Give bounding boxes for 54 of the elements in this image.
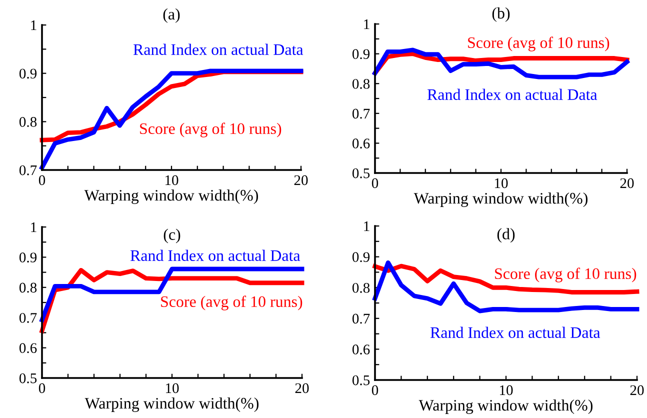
x-axis-title: Warping window width(%) [414,192,588,208]
x-tick-label: 10 [494,178,508,188]
chart-title: (a) [163,8,180,23]
series-label: Rand Index on actual Data [133,44,304,55]
x-tick-label: 20 [620,178,634,188]
y-tick-label: 0.9 [352,49,370,60]
line-series [372,260,640,314]
x-tick-label: 20 [294,175,308,186]
x-tick-label: 10 [165,175,178,186]
x-tick-label: 0 [372,178,378,188]
y-tick-label: 0.9 [19,68,37,79]
line-series [40,266,304,322]
series-label: Score (avg of 10 runs) [495,268,636,282]
series-label: Rand Index on actual Data [430,326,600,338]
y-tick-label: 0.8 [352,282,370,293]
y-tick-label: 0.8 [19,282,37,293]
series-label: Score (avg of 10 runs) [161,296,302,310]
x-tick-label: 10 [500,385,513,396]
y-tick-label: 1 [364,19,370,30]
y-tick-label: 0.7 [19,312,37,323]
y-tick-label: 0.7 [352,314,370,324]
y-tick-label: 0.6 [352,138,370,148]
x-tick-label: 10 [166,383,179,394]
line-series [40,268,304,334]
x-tick-label: 0 [372,385,378,396]
chart-title: (d) [497,228,515,243]
series-label: Rand Index on actual Data [427,88,598,100]
y-tick-label: 0.7 [19,165,37,176]
y-tick-label: 1 [31,222,36,232]
y-tick-label: 0.8 [352,78,370,89]
y-tick-label: 0.6 [352,344,370,354]
x-tick-label: 0 [38,175,46,186]
y-tick-label: 0.5 [352,375,370,386]
y-tick-label: 1 [364,221,370,232]
y-tick-label: 0.8 [19,117,37,127]
x-axis-title: Warping window width(%) [418,399,592,414]
series-label: Score (avg of 10 runs) [468,36,610,52]
x-axis-title: Warping window width(%) [84,397,258,412]
y-tick-label: 0.6 [19,343,37,354]
y-tick-label: 0.9 [19,252,37,262]
x-tick-label: 0 [38,383,46,394]
y-tick-label: 0.7 [352,108,370,119]
series-label: Score (avg of 10 runs) [140,122,282,138]
x-tick-label: 20 [630,385,644,396]
chart-title: (c) [164,228,180,244]
y-tick-label: 0.9 [352,252,370,262]
y-tick-label: 0.5 [352,168,370,178]
x-tick-label: 20 [295,383,309,394]
y-tick-label: 0.5 [19,373,37,384]
line-series [372,264,640,294]
chart-title: (b) [492,7,510,22]
y-tick-label: 1 [31,20,36,30]
series-label: Rand Index on actual Data [130,250,300,261]
x-axis-title: Warping window width(%) [84,189,258,204]
